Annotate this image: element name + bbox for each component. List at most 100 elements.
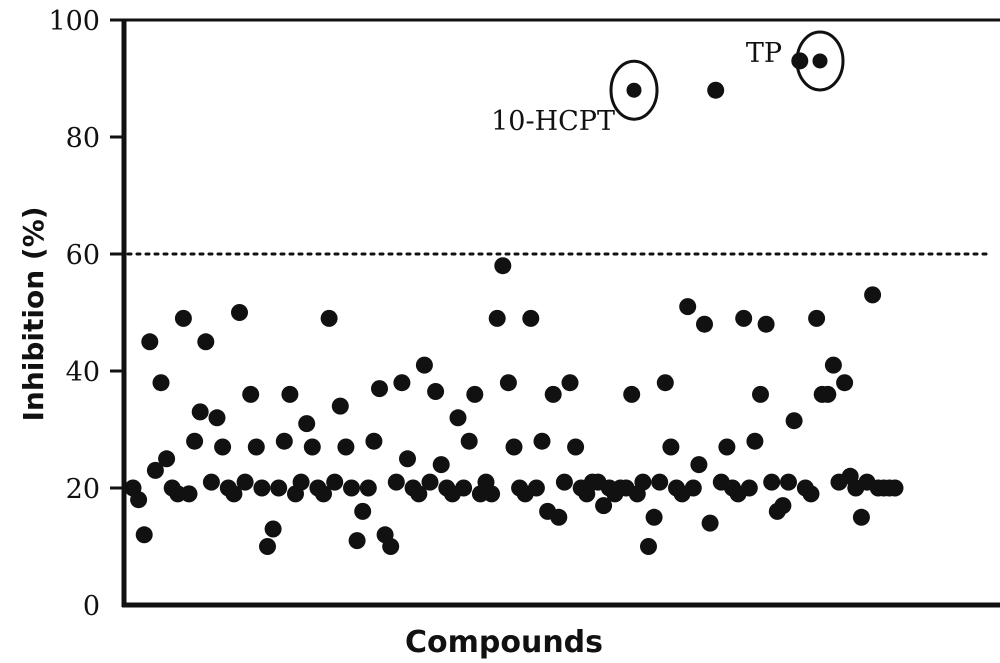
data-point — [488, 309, 506, 327]
data-point — [623, 385, 641, 403]
data-point — [494, 257, 512, 275]
data-point — [824, 356, 842, 374]
data-point — [679, 298, 697, 316]
data-point — [343, 479, 360, 497]
data-point — [281, 385, 299, 403]
data-point — [449, 409, 467, 427]
data-point — [202, 473, 220, 491]
data-point — [135, 526, 153, 544]
data-point — [466, 385, 484, 403]
data-point — [640, 538, 657, 555]
data-point — [371, 380, 388, 398]
data-point — [141, 333, 159, 351]
data-point — [690, 456, 708, 474]
data-point — [298, 415, 316, 433]
data-point — [337, 438, 355, 456]
data-point — [382, 538, 400, 555]
data-point — [292, 473, 310, 491]
data-point — [421, 473, 439, 491]
data-point — [303, 438, 321, 456]
data-point — [393, 374, 411, 392]
data-point — [146, 461, 164, 479]
data-point — [567, 438, 585, 456]
data-point — [180, 485, 198, 503]
highlight-label-10-hcpt: 10-HCPT — [491, 106, 615, 137]
data-point — [561, 374, 579, 392]
highlight-ring-10-hcpt — [609, 59, 659, 121]
data-point — [236, 473, 254, 491]
data-point — [852, 508, 870, 526]
data-point — [662, 438, 680, 456]
data-point — [270, 479, 288, 497]
data-point — [253, 479, 271, 497]
data-point — [634, 473, 652, 491]
data-point — [735, 309, 753, 327]
data-point — [197, 333, 215, 351]
data-point — [460, 432, 478, 450]
data-point — [242, 385, 260, 403]
data-point — [348, 532, 366, 550]
data-point — [275, 432, 293, 450]
data-point — [208, 409, 226, 427]
data-point — [746, 432, 764, 450]
data-point — [505, 438, 523, 456]
y-axis-label: Inhibition (%) — [17, 206, 50, 421]
data-point — [836, 374, 854, 392]
data-point — [595, 497, 613, 515]
data-point — [522, 309, 540, 327]
data-point — [774, 497, 792, 515]
data-point — [354, 502, 372, 520]
data-point — [415, 356, 433, 374]
data-point — [320, 309, 338, 327]
data-point — [455, 479, 473, 497]
data-point — [359, 479, 377, 497]
data-point — [684, 479, 702, 497]
data-point — [247, 438, 265, 456]
data-point — [785, 412, 803, 430]
data-point — [410, 485, 428, 503]
highlight-ring-tp — [795, 30, 845, 92]
y-tick-label-80: 80 — [66, 123, 100, 154]
data-point — [152, 374, 170, 392]
data-point — [696, 315, 713, 333]
data-point — [701, 514, 719, 532]
data-point — [130, 491, 148, 509]
data-point — [718, 438, 736, 456]
y-tick-label-0: 0 — [83, 591, 100, 622]
data-point — [645, 508, 663, 526]
y-tick-label-20: 20 — [66, 474, 100, 505]
data-point — [432, 456, 450, 474]
x-axis-label: Compounds — [405, 625, 603, 660]
data-point — [740, 479, 758, 497]
data-point — [225, 485, 243, 503]
data-point — [214, 438, 232, 456]
data-point — [174, 309, 192, 327]
data-point — [651, 473, 669, 491]
highlighted-points: 10-HCPT TP — [491, 30, 845, 137]
data-point — [326, 473, 344, 491]
data-point — [533, 432, 551, 450]
data-point — [752, 385, 769, 403]
data-point — [763, 473, 781, 491]
data-point — [791, 52, 809, 70]
data-point — [427, 383, 445, 400]
data-point — [656, 374, 674, 392]
highlight-point-10-hcpt — [626, 82, 642, 98]
data-point — [707, 81, 725, 99]
highlight-label-tp: TP — [746, 38, 782, 69]
data-point — [264, 520, 282, 538]
y-tick-label-100: 100 — [48, 6, 100, 37]
data-point — [191, 403, 209, 421]
y-axis-ticks: 0 20 40 60 80 100 — [48, 6, 124, 622]
data-point — [387, 473, 405, 491]
data-point — [158, 450, 176, 468]
data-point — [231, 304, 248, 321]
data-point — [527, 479, 545, 497]
data-point — [483, 485, 501, 503]
data-point — [186, 432, 204, 450]
y-tick-label-40: 40 — [66, 357, 100, 388]
data-point — [499, 374, 517, 392]
data-point — [544, 385, 562, 403]
data-point — [886, 479, 904, 497]
